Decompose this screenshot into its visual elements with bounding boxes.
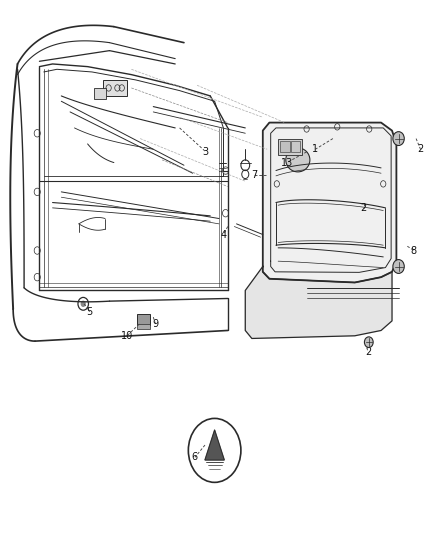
Text: 4: 4: [220, 230, 226, 239]
Text: 13: 13: [281, 158, 293, 167]
Bar: [137, 314, 150, 325]
Circle shape: [393, 260, 404, 273]
Bar: [94, 88, 106, 99]
Ellipse shape: [286, 148, 310, 172]
Text: 5: 5: [87, 307, 93, 317]
Polygon shape: [245, 266, 392, 338]
Text: 9: 9: [152, 319, 159, 329]
Bar: [280, 141, 290, 152]
Text: 2: 2: [417, 144, 424, 154]
Circle shape: [81, 301, 86, 307]
Text: 6: 6: [192, 453, 198, 462]
Polygon shape: [263, 123, 396, 282]
Text: 2: 2: [360, 203, 367, 213]
Text: 1: 1: [312, 144, 318, 154]
Text: 8: 8: [411, 246, 417, 255]
Bar: [137, 324, 150, 329]
Text: 2: 2: [365, 347, 371, 357]
Bar: [278, 139, 302, 155]
Text: 7: 7: [251, 170, 257, 180]
Polygon shape: [205, 430, 224, 460]
Bar: [291, 141, 300, 152]
Circle shape: [364, 337, 373, 348]
Bar: [103, 80, 127, 96]
Circle shape: [393, 132, 404, 146]
Text: 3: 3: [203, 147, 209, 157]
Text: 10: 10: [121, 331, 133, 341]
